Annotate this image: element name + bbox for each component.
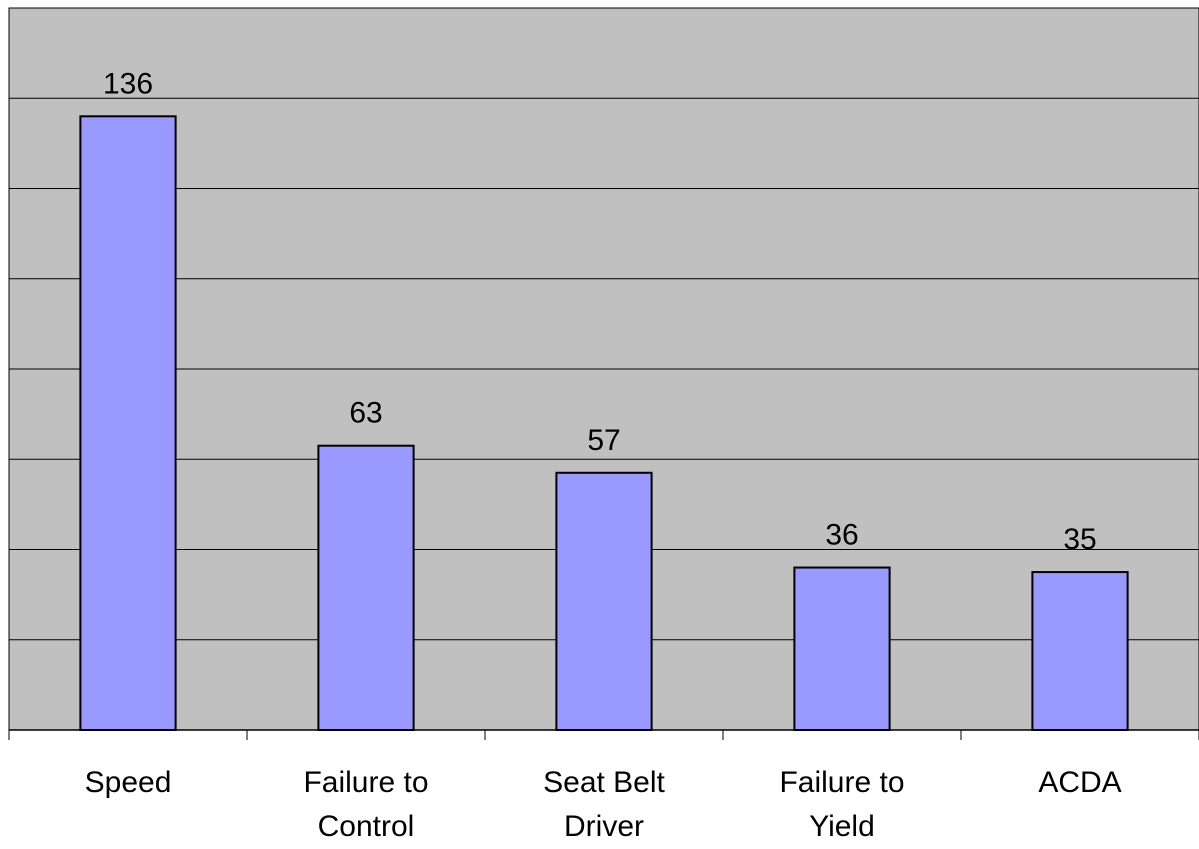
category-label: ACDA xyxy=(1038,766,1121,799)
category-label: Seat Belt Driver xyxy=(543,766,665,843)
bar xyxy=(793,566,891,731)
category-label-line: ACDA xyxy=(1038,766,1121,799)
bar xyxy=(79,115,177,732)
category-label: Failure to Yield xyxy=(779,766,904,843)
x-axis xyxy=(8,729,1199,740)
category-label-line: Speed xyxy=(85,766,172,799)
category-label-line: Control xyxy=(318,810,415,843)
data-label: 36 xyxy=(825,519,858,552)
category-label: Failure to Control xyxy=(303,766,428,843)
bar xyxy=(317,444,415,731)
data-label: 57 xyxy=(587,424,620,457)
category-label-line: Yield xyxy=(809,810,875,843)
bar xyxy=(555,471,653,731)
bar xyxy=(1031,571,1129,731)
data-labels: 136 63 57 36 35 xyxy=(103,67,1097,556)
data-label: 35 xyxy=(1063,523,1096,556)
category-label-line: Failure to xyxy=(779,766,904,799)
data-label: 136 xyxy=(103,67,153,100)
category-label: Speed xyxy=(85,766,172,799)
category-label-line: Failure to xyxy=(303,766,428,799)
data-label: 63 xyxy=(349,397,382,430)
bars xyxy=(79,115,1129,732)
category-labels: Speed Failure to Control Seat Belt Driver Fai… xyxy=(85,766,1122,843)
category-label-line: Seat Belt xyxy=(543,766,665,799)
category-label-line: Driver xyxy=(564,810,644,843)
